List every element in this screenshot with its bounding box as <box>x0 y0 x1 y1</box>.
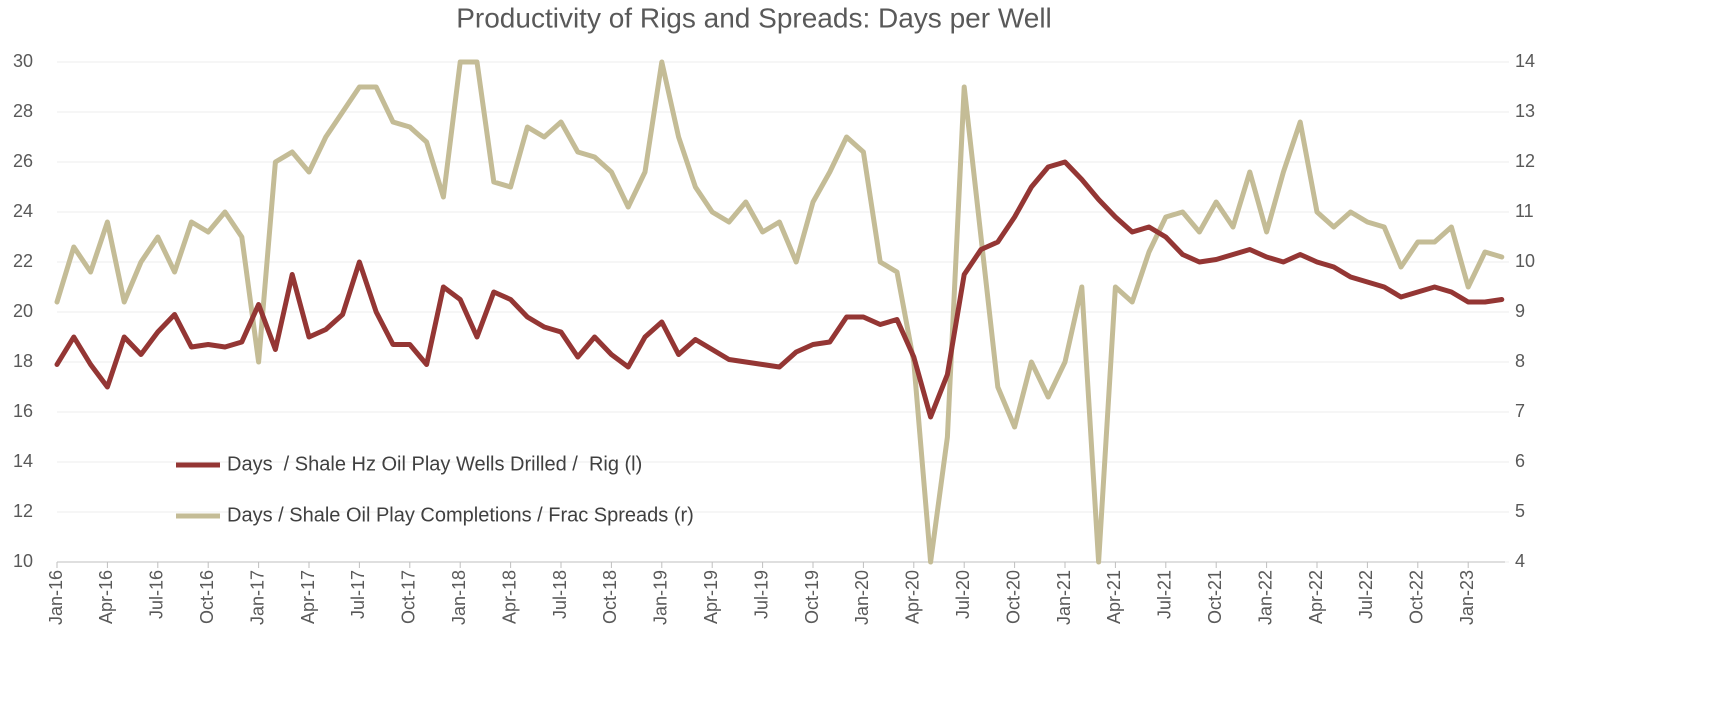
y-tick-label: 28 <box>13 101 33 121</box>
x-tick-label: Jul-17 <box>348 570 368 619</box>
y-tick-label: 16 <box>13 401 33 421</box>
y-tick-label: 14 <box>13 451 33 471</box>
y-tick-label: 18 <box>13 351 33 371</box>
x-tick-label: Jul-22 <box>1356 570 1376 619</box>
x-tick-label: Oct-16 <box>197 570 217 624</box>
x-tick-label: Jul-20 <box>953 570 973 619</box>
y2-tick-label: 8 <box>1515 351 1525 371</box>
x-tick-label: Apr-22 <box>1306 570 1326 624</box>
y2-tick-label: 14 <box>1515 51 1535 71</box>
legend-label: Days / Shale Oil Play Completions / Frac… <box>227 504 694 526</box>
x-tick-label: Apr-20 <box>903 570 923 624</box>
x-tick-label: Apr-21 <box>1104 570 1124 624</box>
y2-tick-label: 10 <box>1515 251 1535 271</box>
x-tick-label: Apr-19 <box>701 570 721 624</box>
x-tick-label: Apr-18 <box>499 570 519 624</box>
x-tick-label: Jul-18 <box>550 570 570 619</box>
legend-label: Days / Shale Hz Oil Play Wells Drilled /… <box>227 453 642 475</box>
x-tick-label: Oct-19 <box>802 570 822 624</box>
y-tick-label: 30 <box>13 51 33 71</box>
x-tick-label: Jul-21 <box>1155 570 1175 619</box>
y2-tick-label: 4 <box>1515 551 1525 571</box>
y2-tick-label: 6 <box>1515 451 1525 471</box>
x-tick-label: Jan-20 <box>852 570 872 625</box>
x-tick-label: Jan-19 <box>651 570 671 625</box>
x-tick-label: Oct-20 <box>1003 570 1023 624</box>
y2-tick-label: 12 <box>1515 151 1535 171</box>
series-line <box>54 59 1505 565</box>
x-tick-label: Jul-16 <box>147 570 167 619</box>
y-tick-label: 12 <box>13 501 33 521</box>
y2-tick-label: 9 <box>1515 301 1525 321</box>
y2-tick-label: 5 <box>1515 501 1525 521</box>
x-tick-label: Jan-16 <box>46 570 66 625</box>
x-tick-label: Jan-17 <box>247 570 267 625</box>
x-tick-label: Jan-18 <box>449 570 469 625</box>
x-tick-label: Oct-22 <box>1407 570 1427 624</box>
y2-tick-label: 11 <box>1515 201 1534 221</box>
x-tick-label: Oct-17 <box>399 570 419 624</box>
x-tick-label: Jan-22 <box>1255 570 1275 625</box>
x-tick-label: Jan-23 <box>1457 570 1477 625</box>
y-tick-label: 10 <box>13 551 33 571</box>
y2-tick-label: 7 <box>1515 401 1525 421</box>
x-tick-label: Oct-21 <box>1205 570 1225 624</box>
x-tick-label: Oct-18 <box>600 570 620 624</box>
x-tick-label: Apr-16 <box>96 570 116 624</box>
y-tick-label: 26 <box>13 151 33 171</box>
y-tick-label: 20 <box>13 301 33 321</box>
series-line <box>54 159 1505 420</box>
x-tick-label: Jul-19 <box>751 570 771 619</box>
y-tick-label: 22 <box>13 251 33 271</box>
x-tick-label: Apr-17 <box>298 570 318 624</box>
x-tick-label: Jan-21 <box>1054 570 1074 625</box>
y2-tick-label: 13 <box>1515 101 1535 121</box>
chart-title: Productivity of Rigs and Spreads: Days p… <box>456 2 1052 33</box>
y-tick-label: 24 <box>13 201 33 221</box>
